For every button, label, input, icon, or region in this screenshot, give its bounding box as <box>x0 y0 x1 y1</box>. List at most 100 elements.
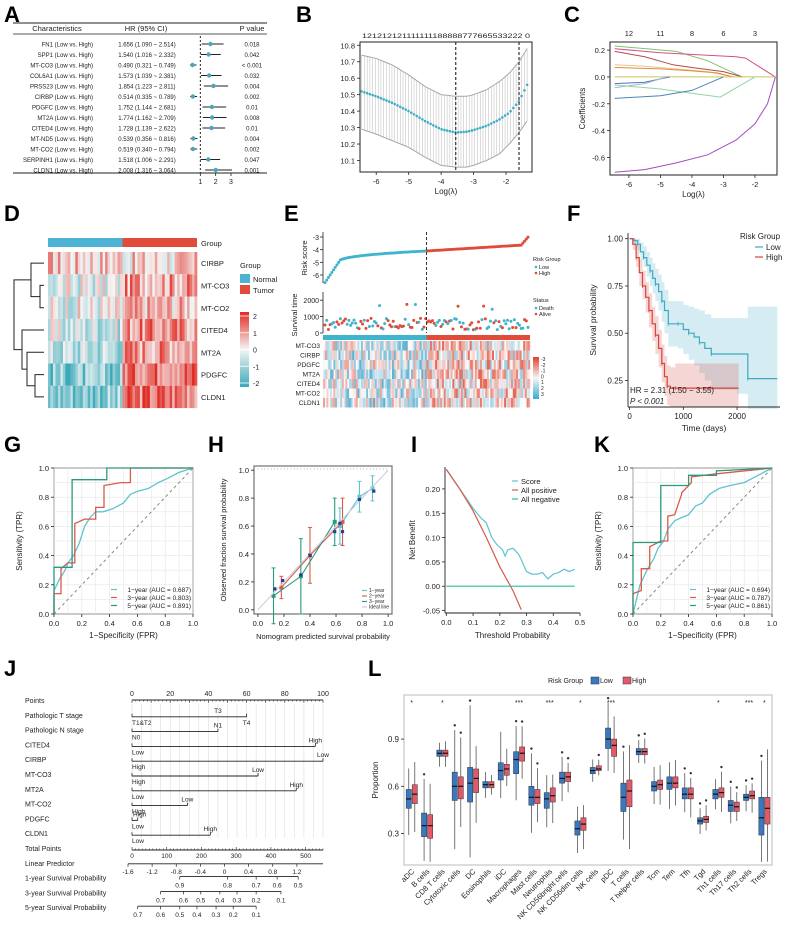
heatmap-cell <box>416 398 419 408</box>
coefficient-path-path1 <box>614 45 743 78</box>
y-axis-label: Sensitivity (TPR) <box>594 511 603 571</box>
heatmap-cell <box>105 296 108 319</box>
heatmap-cell <box>97 363 101 386</box>
heatmap-cell <box>85 318 89 342</box>
heatmap-cell <box>407 350 410 360</box>
heatmap-cell <box>524 379 527 389</box>
x-tick-label: 0.4 <box>305 619 315 628</box>
heatmap-cell <box>55 385 59 409</box>
heatmap-cell <box>376 369 379 379</box>
cv-point <box>440 128 443 131</box>
heatmap-cell <box>504 379 507 389</box>
heatmap-cell <box>62 252 66 275</box>
heatmap-cell <box>359 350 362 360</box>
heatmap-cell <box>335 350 337 360</box>
heatmap-cell <box>328 388 331 398</box>
heatmap-cell <box>436 388 439 398</box>
heatmap-cell <box>443 388 446 398</box>
heatmap-cell <box>90 296 93 319</box>
heatmap-cell <box>92 318 96 342</box>
heatmap-cell <box>328 369 331 379</box>
heatmap-cell <box>433 388 436 398</box>
heatmap-row-label: MT-CO3 <box>201 281 229 290</box>
lower-error-envelope <box>361 120 528 168</box>
box-high <box>457 776 464 800</box>
survival-time-point <box>378 304 382 308</box>
observed-point <box>357 497 362 502</box>
heatmap-cell <box>149 385 153 409</box>
heatmap-cell <box>70 252 74 275</box>
survival-time-point <box>478 326 482 330</box>
row-hr-ci: 0.539 (0.356 ~ 0.816) <box>118 137 176 143</box>
heatmap-cell <box>523 369 526 379</box>
linear-predictor-tick-label: -1.2 <box>147 869 159 876</box>
nomogram-scale-label: Low <box>132 838 144 845</box>
heatmap-cell <box>440 341 443 351</box>
heatmap-cell <box>105 341 108 364</box>
heatmap-cell <box>75 341 79 364</box>
heatmap-cell <box>331 379 334 389</box>
nomogram-scale-label: Low <box>317 752 329 759</box>
heatmap-cell <box>179 363 183 386</box>
heatmap-cell <box>495 341 498 351</box>
heatmap-cell <box>512 341 515 351</box>
survival-time-point <box>504 322 508 326</box>
row-label: MT-ND5 (Low vs. High) <box>31 137 93 143</box>
heatmap-cell <box>426 369 429 379</box>
heatmap-cell <box>179 252 183 275</box>
column-header-pvalue: P value <box>240 24 265 33</box>
survival-time-point <box>349 323 353 327</box>
heatmap-cell <box>519 379 522 389</box>
heatmap-cell <box>87 252 91 275</box>
heatmap-cell <box>122 341 126 364</box>
outlier-point <box>698 802 702 805</box>
hr-point <box>206 157 211 162</box>
heatmap-cell <box>493 360 496 370</box>
status-legend-label: Alive <box>539 312 551 318</box>
heatmap-cell <box>495 350 498 360</box>
heatmap-cell <box>172 296 175 319</box>
survival-time-point <box>347 318 351 322</box>
outlier-point <box>720 765 723 769</box>
heatmap-cell <box>50 318 54 342</box>
y-tick-label: 0.2 <box>239 578 249 587</box>
heatmap-cell <box>184 341 188 364</box>
total-points-tick-label: 500 <box>300 853 311 860</box>
heatmap-cell <box>423 350 425 360</box>
heatmap-cell <box>187 274 190 297</box>
heatmap-cell <box>447 398 450 408</box>
heatmap-cell <box>393 388 396 398</box>
heatmap-cell <box>329 360 332 370</box>
survival-time-point <box>325 318 329 322</box>
heatmap-cell <box>442 350 444 360</box>
risk-score-point <box>519 243 523 247</box>
heatmap-cell <box>65 363 69 386</box>
heatmap-cell <box>129 296 133 319</box>
colorbar-tick-label: -2 <box>541 363 546 369</box>
heatmap-cell <box>497 350 500 360</box>
heatmap-cell <box>72 274 76 297</box>
heatmap-cell <box>360 379 363 389</box>
heatmap-cell <box>502 341 505 351</box>
risk-y-tick-label: -5 <box>313 260 319 267</box>
nomogram-scale-label: T1&T2 <box>132 720 152 727</box>
legend-label: All positive <box>521 486 557 495</box>
heatmap-cell <box>519 350 522 360</box>
outlier-point <box>683 767 686 770</box>
heatmap-cell <box>452 398 455 408</box>
risk-y-tick-label: -3 <box>313 235 319 242</box>
survival-time-point <box>343 317 347 321</box>
heatmap-cell <box>355 350 358 360</box>
heatmap-cell <box>379 341 382 351</box>
heatmap-cell <box>521 369 524 379</box>
heatmap-cell <box>82 296 86 319</box>
survival-time-point <box>477 320 481 324</box>
heatmap-cell <box>511 360 513 370</box>
heatmap-cell <box>373 379 375 389</box>
heatmap-cell <box>409 341 411 351</box>
heatmap-cell <box>367 341 370 351</box>
heatmap-cell <box>95 318 98 342</box>
heatmap-cell <box>524 388 527 398</box>
heatmap-cell <box>364 360 367 370</box>
heatmap-cell <box>360 398 363 408</box>
